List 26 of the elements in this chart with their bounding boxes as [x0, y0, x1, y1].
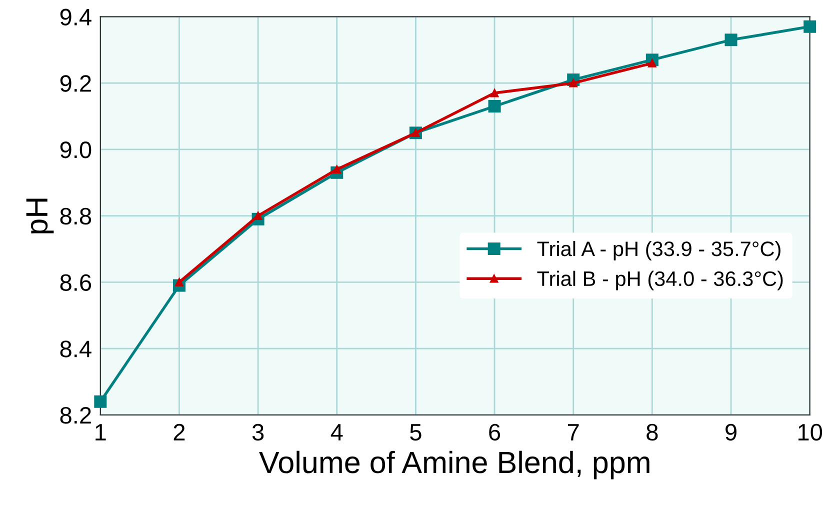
x-tick-label: 10	[798, 424, 822, 441]
x-tick-label: 8	[646, 424, 658, 441]
point	[724, 34, 738, 46]
point	[804, 20, 816, 33]
x-tick-label: 1	[96, 424, 106, 440]
point	[94, 395, 107, 408]
x-tick-label: 2	[174, 424, 185, 440]
x-axis-title: Volume of Amine Blend, ppm	[259, 450, 650, 480]
y-axis-title: pH	[26, 198, 54, 234]
y-tick-label: 8.4	[60, 340, 92, 358]
y-tick-label: 9.0	[60, 142, 92, 158]
x-tick-label: 6	[489, 424, 500, 441]
y-tick-label: 9.2	[60, 75, 91, 92]
y-tick-label: 8.2	[60, 406, 91, 424]
legend-label: Trial A - pH (33.9 - 35.7°C)	[537, 240, 780, 260]
x-tick-label: 5	[410, 424, 422, 441]
y-tick-label: 9.4	[60, 8, 92, 26]
x-tick-label: 3	[252, 424, 264, 441]
x-tick-label: 7	[568, 424, 579, 440]
point	[490, 88, 499, 98]
x-tick-label: 9	[726, 424, 736, 441]
x-tick-label: 4	[330, 424, 343, 440]
y-tick-label: 8.6	[60, 274, 92, 291]
y-tick-label: 8.8	[60, 208, 92, 225]
legend-label: Trial B - pH (34.0 - 36.3°C)	[537, 270, 783, 290]
point	[488, 100, 501, 113]
